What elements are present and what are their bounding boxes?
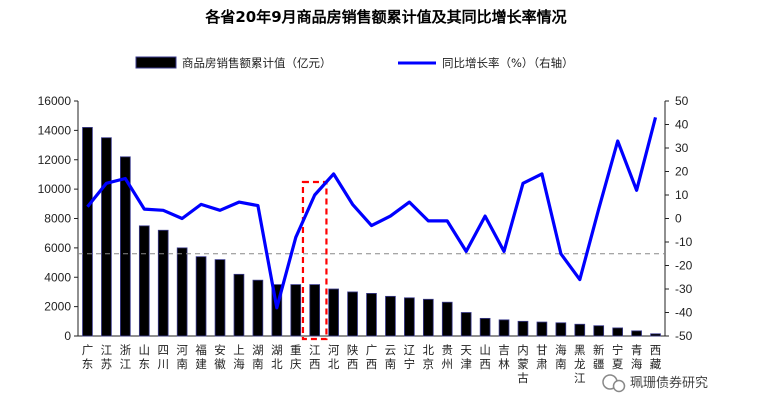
left-tick-label: 14000	[38, 123, 72, 137]
category-label: 陕西	[347, 343, 359, 371]
legend-bar-label: 商品房销售额累计值（亿元）	[182, 56, 332, 70]
right-tick-label: -50	[675, 329, 693, 343]
bar	[252, 279, 264, 337]
category-label: 辽宁	[404, 343, 416, 371]
bar	[120, 156, 131, 337]
bar	[650, 333, 661, 337]
bar	[517, 320, 529, 337]
category-label: 青海	[631, 343, 643, 371]
left-tick-label: 0	[64, 329, 71, 343]
left-tick-label: 12000	[38, 153, 72, 167]
bar	[498, 319, 510, 337]
bar	[366, 293, 377, 337]
bar	[404, 297, 415, 337]
right-tick-label: 50	[675, 94, 689, 108]
left-tick-label: 10000	[38, 182, 72, 196]
right-tick-label: 40	[675, 118, 689, 132]
category-label: 上海	[233, 343, 245, 371]
right-tick-label: 0	[675, 212, 682, 226]
category-label: 山西	[479, 343, 491, 371]
category-label: 新疆	[593, 343, 605, 371]
category-label: 宁夏	[612, 343, 624, 371]
left-tick-label: 2000	[44, 300, 71, 314]
category-label: 湖北	[271, 343, 283, 371]
category-label: 北京	[423, 343, 435, 371]
category-label: 河北	[328, 343, 340, 371]
left-tick-label: 8000	[44, 212, 71, 226]
right-tick-label: 20	[675, 165, 689, 179]
category-label: 甘肃	[536, 343, 548, 371]
wechat-icon	[602, 374, 626, 393]
bar	[233, 273, 245, 337]
highlight-box	[301, 180, 328, 341]
watermark: 珮珊债券研究	[602, 374, 708, 393]
bar	[157, 229, 169, 337]
right-axis: -50 -40 -30 -20 -10 0 10 20 30 40 50	[664, 94, 693, 343]
bar	[460, 312, 472, 337]
bar-series	[82, 127, 661, 337]
bar	[441, 301, 453, 337]
category-label: 江苏	[101, 343, 113, 371]
legend-bar-swatch	[135, 56, 177, 69]
bar	[214, 259, 226, 337]
category-label: 湖南	[252, 343, 264, 371]
bar	[271, 284, 283, 337]
bar	[536, 321, 548, 337]
category-label: 广西	[366, 343, 378, 371]
category-label: 河南	[176, 343, 188, 371]
bar	[82, 127, 93, 337]
bar	[347, 291, 358, 337]
bar	[422, 298, 434, 337]
category-label: 广东	[82, 343, 94, 371]
category-label: 福建	[195, 343, 207, 371]
line-series	[86, 116, 658, 310]
legend-line-label: 同比增长率（%）（右轴）	[442, 56, 574, 70]
legend: 商品房销售额累计值（亿元） 同比增长率（%）（右轴）	[135, 56, 574, 70]
chart-title: 各省20年9月商品房销售额累计值及其同比增长率情况	[204, 8, 566, 26]
right-tick-label: 10	[675, 188, 689, 202]
category-label: 西藏	[650, 343, 662, 371]
category-label: 贵州	[441, 343, 453, 371]
right-tick-label: -30	[675, 282, 693, 296]
category-label: 天津	[460, 343, 472, 371]
category-label: 山东	[139, 343, 151, 371]
category-label: 内蒙古	[517, 343, 529, 385]
bar	[479, 317, 491, 337]
bar	[138, 225, 150, 337]
category-label: 吉林	[498, 343, 510, 371]
bar	[593, 325, 605, 337]
bar	[176, 247, 188, 337]
bar	[555, 322, 567, 337]
right-tick-label: -10	[675, 235, 693, 249]
category-label: 四川	[157, 343, 169, 371]
left-tick-label: 4000	[44, 270, 71, 284]
bar	[195, 256, 207, 337]
right-tick-label: 30	[675, 141, 689, 155]
growth-polyline	[86, 116, 658, 310]
category-label: 江西	[309, 343, 321, 371]
category-labels: 广东江苏浙江山东四川河南福建安徽上海湖南湖北重庆江西河北陕西广西云南辽宁北京贵州…	[82, 343, 662, 385]
bar	[385, 295, 396, 337]
bar	[574, 323, 586, 337]
left-tick-label: 16000	[38, 94, 72, 108]
bar	[101, 137, 112, 337]
category-label: 安徽	[214, 343, 226, 371]
watermark-text: 珮珊债券研究	[630, 375, 708, 391]
category-label: 黑龙江	[574, 343, 586, 385]
category-label: 海南	[555, 343, 567, 371]
bar	[328, 288, 339, 337]
right-tick-label: -20	[675, 259, 693, 273]
left-tick-label: 6000	[44, 241, 71, 255]
bar	[290, 284, 302, 337]
bar	[309, 284, 321, 337]
right-tick-label: -40	[675, 306, 693, 320]
bar	[631, 330, 642, 337]
bar	[612, 327, 623, 337]
highlight-rect	[301, 180, 328, 341]
category-label: 浙江	[120, 343, 132, 371]
category-label: 云南	[385, 343, 397, 371]
category-label: 重庆	[290, 343, 302, 371]
left-axis: 0 2000 4000 6000 8000 10000 12000 14000 16000	[38, 94, 665, 343]
